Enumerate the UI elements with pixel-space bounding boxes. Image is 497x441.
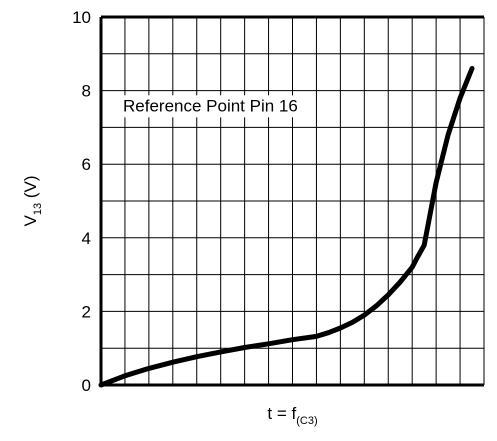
x-axis-label: t = f(C3)	[267, 404, 317, 427]
y-tick-label-10: 10	[72, 8, 91, 27]
annotation-background	[119, 95, 302, 118]
x-axis-label-main: t = f	[267, 404, 296, 423]
y-axis-label: V13 (V)	[21, 176, 44, 227]
y-tick-label-6: 6	[82, 155, 91, 174]
y-axis-label-main: V	[21, 214, 40, 226]
y-axis-label-suffix: (V)	[21, 176, 40, 203]
y-tick-label-4: 4	[82, 229, 91, 248]
plot-frame	[99, 15, 485, 387]
x-axis-label-sub: (C3)	[296, 415, 317, 427]
y-axis-label-sub: 13	[32, 203, 44, 215]
annotation-text: Reference Point Pin 16	[123, 96, 298, 115]
y-tick-label-0: 0	[82, 376, 91, 395]
y-tick-label-8: 8	[82, 82, 91, 101]
y-tick-label-2: 2	[82, 302, 91, 321]
series-layer	[98, 66, 475, 388]
y-tick-labels: 0 2 4 6 8 10	[72, 8, 91, 395]
series-line-0	[98, 66, 475, 388]
grid-lines	[101, 17, 484, 385]
